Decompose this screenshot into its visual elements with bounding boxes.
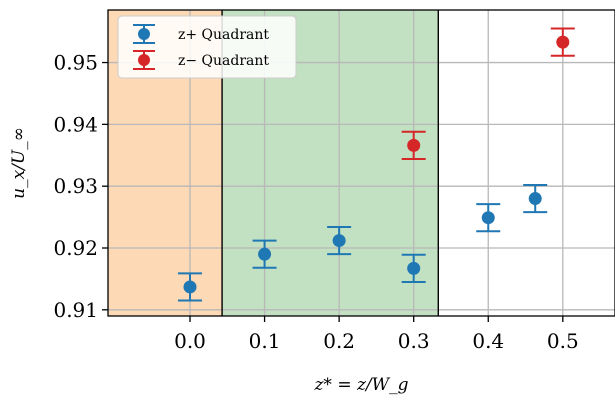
data-point-0-5 bbox=[523, 183, 548, 214]
y-tick-label-1: 0.92 bbox=[53, 236, 98, 260]
legend-marker bbox=[138, 28, 150, 40]
legend-marker bbox=[138, 54, 150, 66]
series-1 bbox=[401, 27, 575, 160]
legend: z+ Quadrant z− Quadrant bbox=[117, 15, 297, 79]
data-point-0-0 bbox=[178, 272, 203, 302]
marker bbox=[258, 247, 272, 261]
legend-box bbox=[117, 15, 297, 79]
axis-ticks: 0.0 0.1 0.2 0.3 0.4 0.5 0.91 0.92 0.93 0.94 0.95 bbox=[53, 51, 578, 353]
marker bbox=[481, 211, 495, 225]
x-tick-label-3: 0.3 bbox=[398, 329, 430, 353]
data-point-0-1 bbox=[252, 239, 277, 269]
y-tick-label-3: 0.94 bbox=[53, 112, 98, 136]
data-point-0-4 bbox=[476, 203, 501, 233]
marker bbox=[407, 261, 421, 275]
x-tick-label-2: 0.2 bbox=[323, 329, 355, 353]
series-0 bbox=[178, 183, 548, 302]
data-series bbox=[178, 27, 575, 302]
data-point-0-3 bbox=[401, 253, 426, 283]
marker bbox=[528, 192, 542, 206]
plot-frame bbox=[107, 9, 615, 317]
data-point-1-1 bbox=[550, 27, 575, 57]
legend-label-1: z− Quadrant bbox=[178, 53, 269, 69]
marker bbox=[407, 138, 421, 152]
x-tick-label-4: 0.4 bbox=[472, 329, 504, 353]
legend-entry-1: z− Quadrant bbox=[133, 50, 269, 70]
marker bbox=[332, 234, 346, 248]
x-axis-label: z* = z/W_g bbox=[313, 375, 408, 395]
legend-label-0: z+ Quadrant bbox=[178, 27, 269, 43]
x-tick-label-1: 0.1 bbox=[249, 329, 281, 353]
y-axis-label-text: u_x/U_∞ bbox=[9, 127, 29, 199]
x-tick-label-5: 0.5 bbox=[547, 329, 579, 353]
marker bbox=[183, 280, 197, 294]
y-tick-label-0: 0.91 bbox=[53, 298, 98, 322]
y-tick-label-2: 0.93 bbox=[53, 174, 98, 198]
y-tick-label-4: 0.95 bbox=[53, 51, 98, 75]
legend-entry-0: z+ Quadrant bbox=[133, 24, 269, 44]
data-point-0-2 bbox=[327, 225, 352, 256]
x-axis-label-text: z* = z/W_g bbox=[313, 375, 408, 395]
data-point-1-0 bbox=[401, 130, 426, 160]
y-axis-label: u_x/U_∞ bbox=[9, 127, 29, 199]
grid bbox=[108, 10, 615, 316]
x-tick-label-0: 0.0 bbox=[174, 329, 206, 353]
marker bbox=[556, 35, 570, 49]
